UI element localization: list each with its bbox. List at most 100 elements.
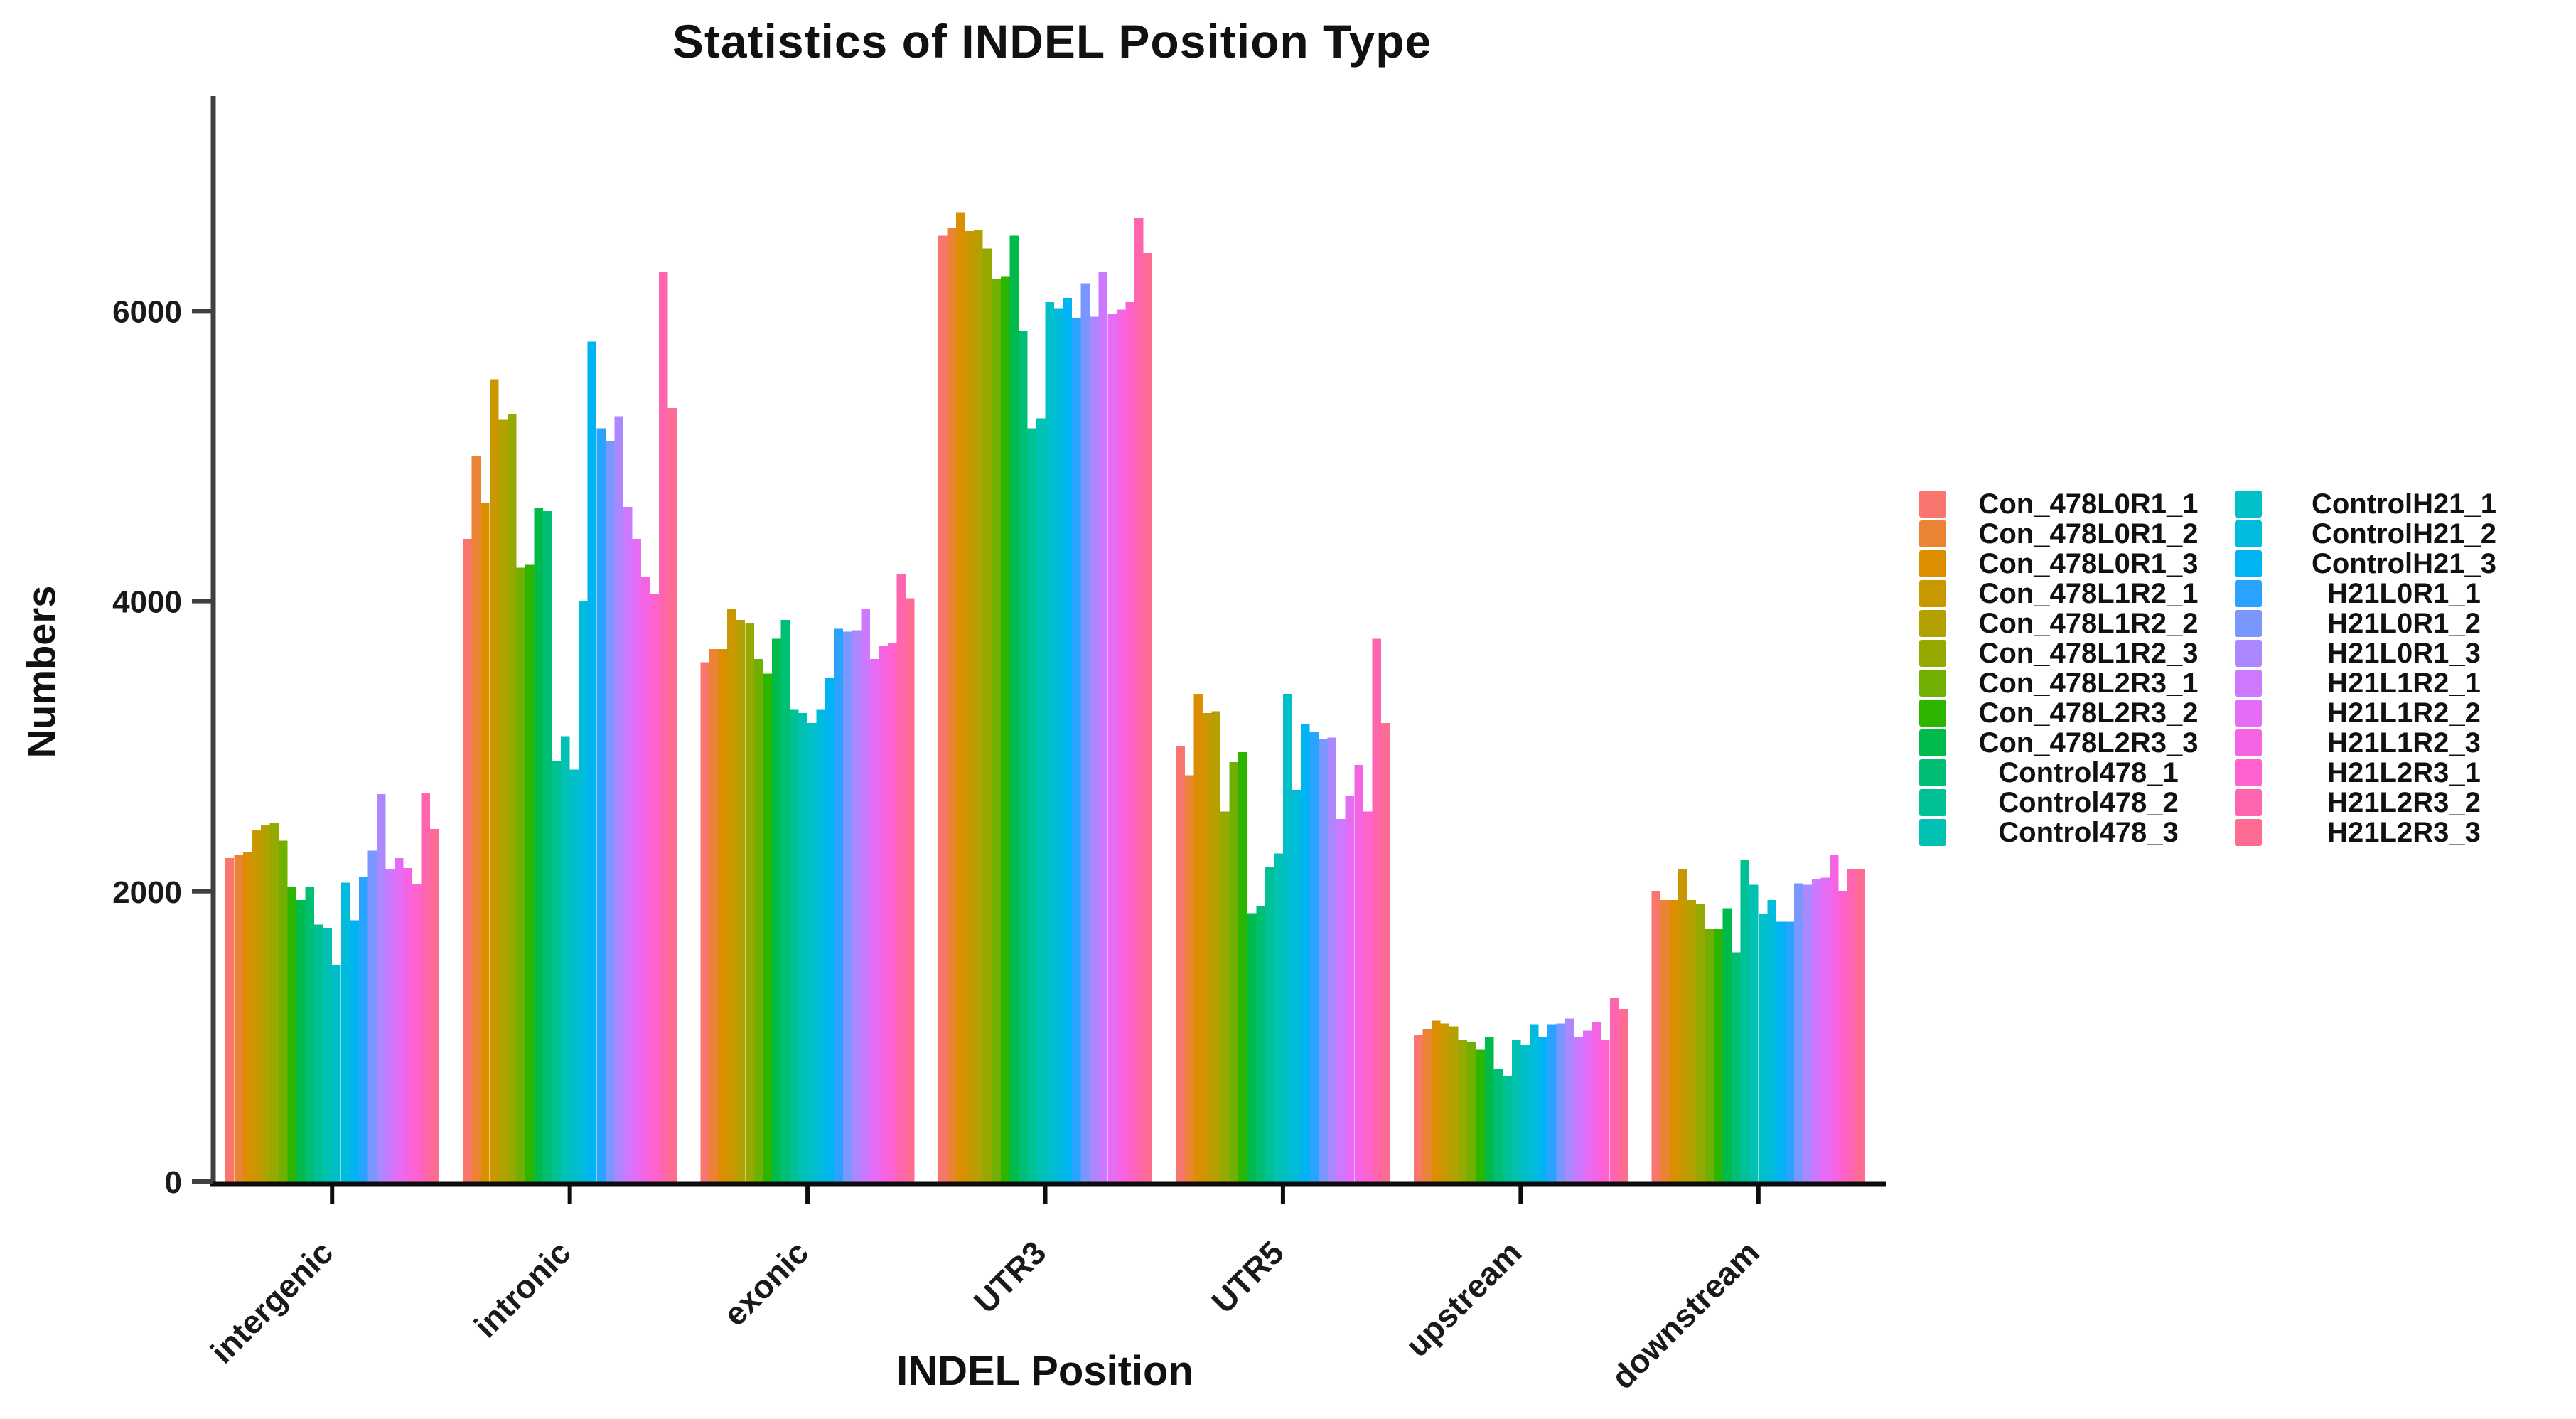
legend-label: H21L2R3_2 bbox=[2327, 787, 2481, 818]
x-axis-title: INDEL Position bbox=[896, 1348, 1193, 1394]
bar bbox=[516, 567, 525, 1182]
y-tick-label: 6000 bbox=[112, 294, 182, 329]
bar bbox=[1830, 854, 1839, 1182]
legend-label: H21L1R2_1 bbox=[2327, 668, 2481, 699]
bar bbox=[1793, 883, 1803, 1182]
bar bbox=[1193, 694, 1203, 1182]
legend-item: H21L0R1_3 bbox=[2235, 638, 2546, 668]
bar bbox=[1282, 694, 1292, 1182]
bar bbox=[1583, 1030, 1592, 1182]
bar bbox=[1327, 737, 1337, 1182]
bar bbox=[569, 769, 579, 1182]
legend-key-swatch bbox=[2235, 819, 2262, 846]
bar bbox=[1292, 789, 1302, 1182]
bar bbox=[525, 564, 535, 1182]
legend-item: H21L2R3_2 bbox=[2235, 788, 2546, 818]
bar bbox=[340, 882, 350, 1182]
legend-label: Con_478L2R3_1 bbox=[1978, 668, 2199, 699]
legend-item: Con_478L2R3_2 bbox=[1919, 698, 2231, 728]
bar bbox=[1256, 906, 1265, 1182]
bar bbox=[596, 428, 606, 1182]
bar bbox=[421, 793, 431, 1182]
bar bbox=[1116, 309, 1126, 1182]
legend-item: H21L2R3_3 bbox=[2235, 818, 2546, 847]
bar bbox=[1651, 891, 1660, 1182]
bar bbox=[623, 506, 633, 1182]
bar bbox=[1063, 298, 1073, 1182]
bar bbox=[1440, 1023, 1450, 1182]
bar bbox=[807, 723, 817, 1182]
legend-key-swatch bbox=[1919, 580, 1946, 607]
legend-item: Control478_3 bbox=[1919, 818, 2231, 847]
bar bbox=[234, 855, 243, 1182]
bar bbox=[305, 887, 315, 1182]
bar bbox=[463, 538, 472, 1182]
bar bbox=[242, 852, 252, 1182]
bar bbox=[650, 594, 660, 1182]
legend-item: H21L0R1_2 bbox=[2235, 609, 2546, 638]
bar bbox=[507, 414, 517, 1182]
legend-item: Control478_1 bbox=[1919, 758, 2231, 788]
bar bbox=[534, 508, 544, 1182]
bar bbox=[1520, 1045, 1530, 1182]
legend-label: Con_478L1R2_1 bbox=[1978, 578, 2199, 609]
legend-key-swatch bbox=[1919, 520, 1946, 547]
bar bbox=[1238, 751, 1247, 1182]
bar bbox=[1247, 913, 1257, 1182]
bar bbox=[1203, 712, 1212, 1182]
bar bbox=[1609, 997, 1619, 1182]
bar bbox=[736, 620, 746, 1182]
bar bbox=[1036, 418, 1046, 1182]
bar bbox=[1211, 711, 1221, 1182]
bar bbox=[753, 659, 763, 1182]
x-tick-label: intronic bbox=[467, 1233, 578, 1344]
legend-key-swatch bbox=[1919, 819, 1946, 846]
bar bbox=[1669, 900, 1678, 1182]
legend-key-swatch bbox=[2235, 789, 2262, 816]
legend-item: H21L1R2_1 bbox=[2235, 668, 2546, 698]
x-tick-label: upstream bbox=[1398, 1233, 1528, 1364]
bar bbox=[1476, 1049, 1486, 1182]
bar bbox=[947, 228, 957, 1182]
bar bbox=[358, 877, 368, 1182]
legend-item: ControlH21_2 bbox=[2235, 519, 2546, 549]
legend-column-right: ControlH21_1 ControlH21_2 ControlH21_3 H21L… bbox=[2235, 489, 2546, 847]
bar bbox=[1107, 314, 1117, 1182]
x-tick-label: UTR5 bbox=[1204, 1233, 1291, 1320]
bar bbox=[552, 761, 562, 1182]
bar bbox=[965, 231, 975, 1182]
legend-label: Control478_3 bbox=[1998, 817, 2179, 848]
bar bbox=[771, 638, 781, 1182]
bar bbox=[659, 272, 668, 1182]
legend-label: Con_478L0R1_2 bbox=[1978, 518, 2199, 550]
bar bbox=[543, 511, 552, 1182]
bar bbox=[1363, 811, 1373, 1182]
legend-item: Control478_2 bbox=[1919, 788, 2231, 818]
legend-key-swatch bbox=[2235, 491, 2262, 518]
bar bbox=[1176, 746, 1185, 1182]
legend-item: Con_478L0R1_3 bbox=[1919, 549, 2231, 579]
bar bbox=[1485, 1037, 1494, 1182]
legend-label: H21L2R3_1 bbox=[2327, 757, 2481, 788]
bar bbox=[1458, 1040, 1468, 1182]
bar bbox=[1574, 1037, 1584, 1182]
bar bbox=[403, 868, 413, 1182]
legend-label: H21L1R2_3 bbox=[2327, 727, 2481, 759]
y-tick-label: 0 bbox=[165, 1165, 182, 1200]
legend-label: Con_478L2R3_2 bbox=[1978, 697, 2199, 729]
x-tick-label: UTR3 bbox=[967, 1233, 1053, 1320]
bar bbox=[1354, 765, 1363, 1182]
bar bbox=[1547, 1024, 1557, 1182]
bar bbox=[790, 710, 799, 1182]
legend-key-swatch bbox=[2235, 729, 2262, 756]
bar bbox=[395, 857, 404, 1182]
bar bbox=[1758, 914, 1768, 1182]
legend-item: ControlH21_3 bbox=[2235, 549, 2546, 579]
bar bbox=[332, 965, 341, 1182]
legend-key-swatch bbox=[1919, 729, 1946, 756]
bar bbox=[350, 920, 359, 1182]
x-tick-label: exonic bbox=[716, 1233, 815, 1333]
bar bbox=[225, 857, 235, 1182]
bar bbox=[906, 598, 915, 1182]
